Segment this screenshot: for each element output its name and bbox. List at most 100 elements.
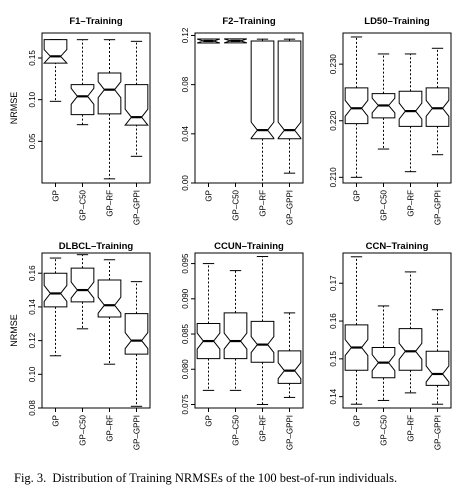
chart-panel: DLBCL–Training NRMSE 0.08 0.10 0.12 0.14 0.16 G… [9,241,151,450]
y-tick-label: 0.17 [329,275,338,291]
box-2 [371,53,396,150]
box-4 [124,281,149,407]
plot-frame [194,32,304,184]
plot-frame [41,252,151,409]
plot-frame [342,32,452,184]
box-body [70,84,95,116]
box-3 [398,53,423,173]
box-2 [70,254,95,330]
category-label: GP–GPPI [133,415,142,450]
y-tick-label: 0.08 [28,400,37,416]
box-2 [223,270,248,391]
y-tick-label: 0.15 [28,50,37,66]
box-1 [43,257,68,357]
y-tick-label: 0.16 [329,313,338,329]
chart-panel: CCUN–Training 0.075 0.080 0.085 0.090 0.095 GP… [181,241,304,450]
box-1 [43,39,68,102]
chart-title: CCUN–Training [214,241,284,252]
box-3 [97,39,122,180]
plot-frame [342,252,452,409]
box-body [398,328,423,371]
y-tick-label: 0.220 [329,110,338,131]
box-3 [250,38,275,184]
caption-label: Fig. 3. [14,471,47,485]
box-body [277,350,302,384]
y-tick-label: 0.12 [28,332,37,348]
chart-panel: F1–Training NRMSE 0.05 0.10 0.15 GP GP–C50 GP–R… [9,16,151,225]
box-body [425,350,450,386]
y-tick-label: 0.14 [28,299,37,315]
box-body [223,312,248,360]
category-label: GP–GPPI [434,190,443,225]
y-tick-label: 0.210 [329,167,338,188]
plot-frame [194,252,304,409]
y-tick-label: 0.095 [181,253,190,274]
category-label: GP–GPPI [286,415,295,450]
category-label: GP–C50 [380,189,389,220]
category-label: GP [353,190,362,202]
y-tick-label: 0.10 [28,91,37,107]
box-1 [196,263,221,391]
chart-title: DLBCL–Training [59,241,134,252]
box-body [398,90,423,127]
chart-title: LD50–Training [364,16,430,27]
category-label: GP [52,190,61,202]
y-tick-label: 0.08 [181,76,190,92]
box-body [43,272,68,308]
category-label: GP–C50 [79,189,88,220]
box-body [277,40,302,140]
y-tick-label: 0.05 [28,133,37,149]
y-axis-label: NRMSE [9,92,19,125]
box-2 [224,38,247,44]
box-body [425,87,450,127]
category-label: GP–RF [259,190,268,217]
box-3 [398,271,423,394]
box-1 [344,36,369,178]
y-tick-label: 0.00 [181,175,190,191]
box-body [250,320,275,363]
box-body [124,84,149,126]
box-4 [124,40,149,157]
box-3 [97,259,122,365]
y-tick-label: 0.080 [181,359,190,380]
box-4 [425,309,450,405]
box-2 [70,39,95,126]
y-tick-label: 0.075 [181,394,190,415]
box-body [43,39,68,64]
category-label: GP–RF [106,190,115,217]
category-label: GP [205,190,214,202]
box-body [344,87,369,125]
category-label: GP–C50 [380,414,389,445]
box-4 [277,312,302,398]
chart-title: F2–Training [222,16,276,27]
y-tick-label: 0.04 [181,125,190,141]
category-label: GP [353,415,362,427]
box-1 [197,38,220,44]
box-3 [250,256,275,405]
y-tick-label: 0.10 [28,366,37,382]
category-label: GP–RF [259,415,268,442]
category-label: GP–RF [407,415,416,442]
y-tick-label: 0.15 [329,351,338,367]
y-tick-label: 0.14 [329,388,338,404]
category-label: GP [52,415,61,427]
y-tick-label: 0.090 [181,288,190,309]
y-tick-label: 0.085 [181,323,190,344]
category-label: GP–GPPI [133,190,142,225]
box-body [97,279,122,318]
box-body [250,40,275,140]
box-2 [371,305,396,401]
category-label: GP–RF [106,415,115,442]
box-4 [425,47,450,156]
category-label: GP–RF [407,190,416,217]
y-tick-label: 0.12 [181,27,190,43]
y-tick-label: 0.230 [329,54,338,75]
y-tick-label: 0.16 [28,265,37,281]
chart-panel: CCN–Training 0.14 0.15 0.16 0.17 GP GP–C50 GP–R… [329,241,452,450]
box-1 [344,256,369,405]
chart-title: CCN–Training [366,241,429,252]
chart-panel: LD50–Training 0.210 0.220 0.230 GP GP–C50 GP–R… [329,16,452,225]
category-label: GP–C50 [232,414,241,445]
category-label: GP–GPPI [434,415,443,450]
